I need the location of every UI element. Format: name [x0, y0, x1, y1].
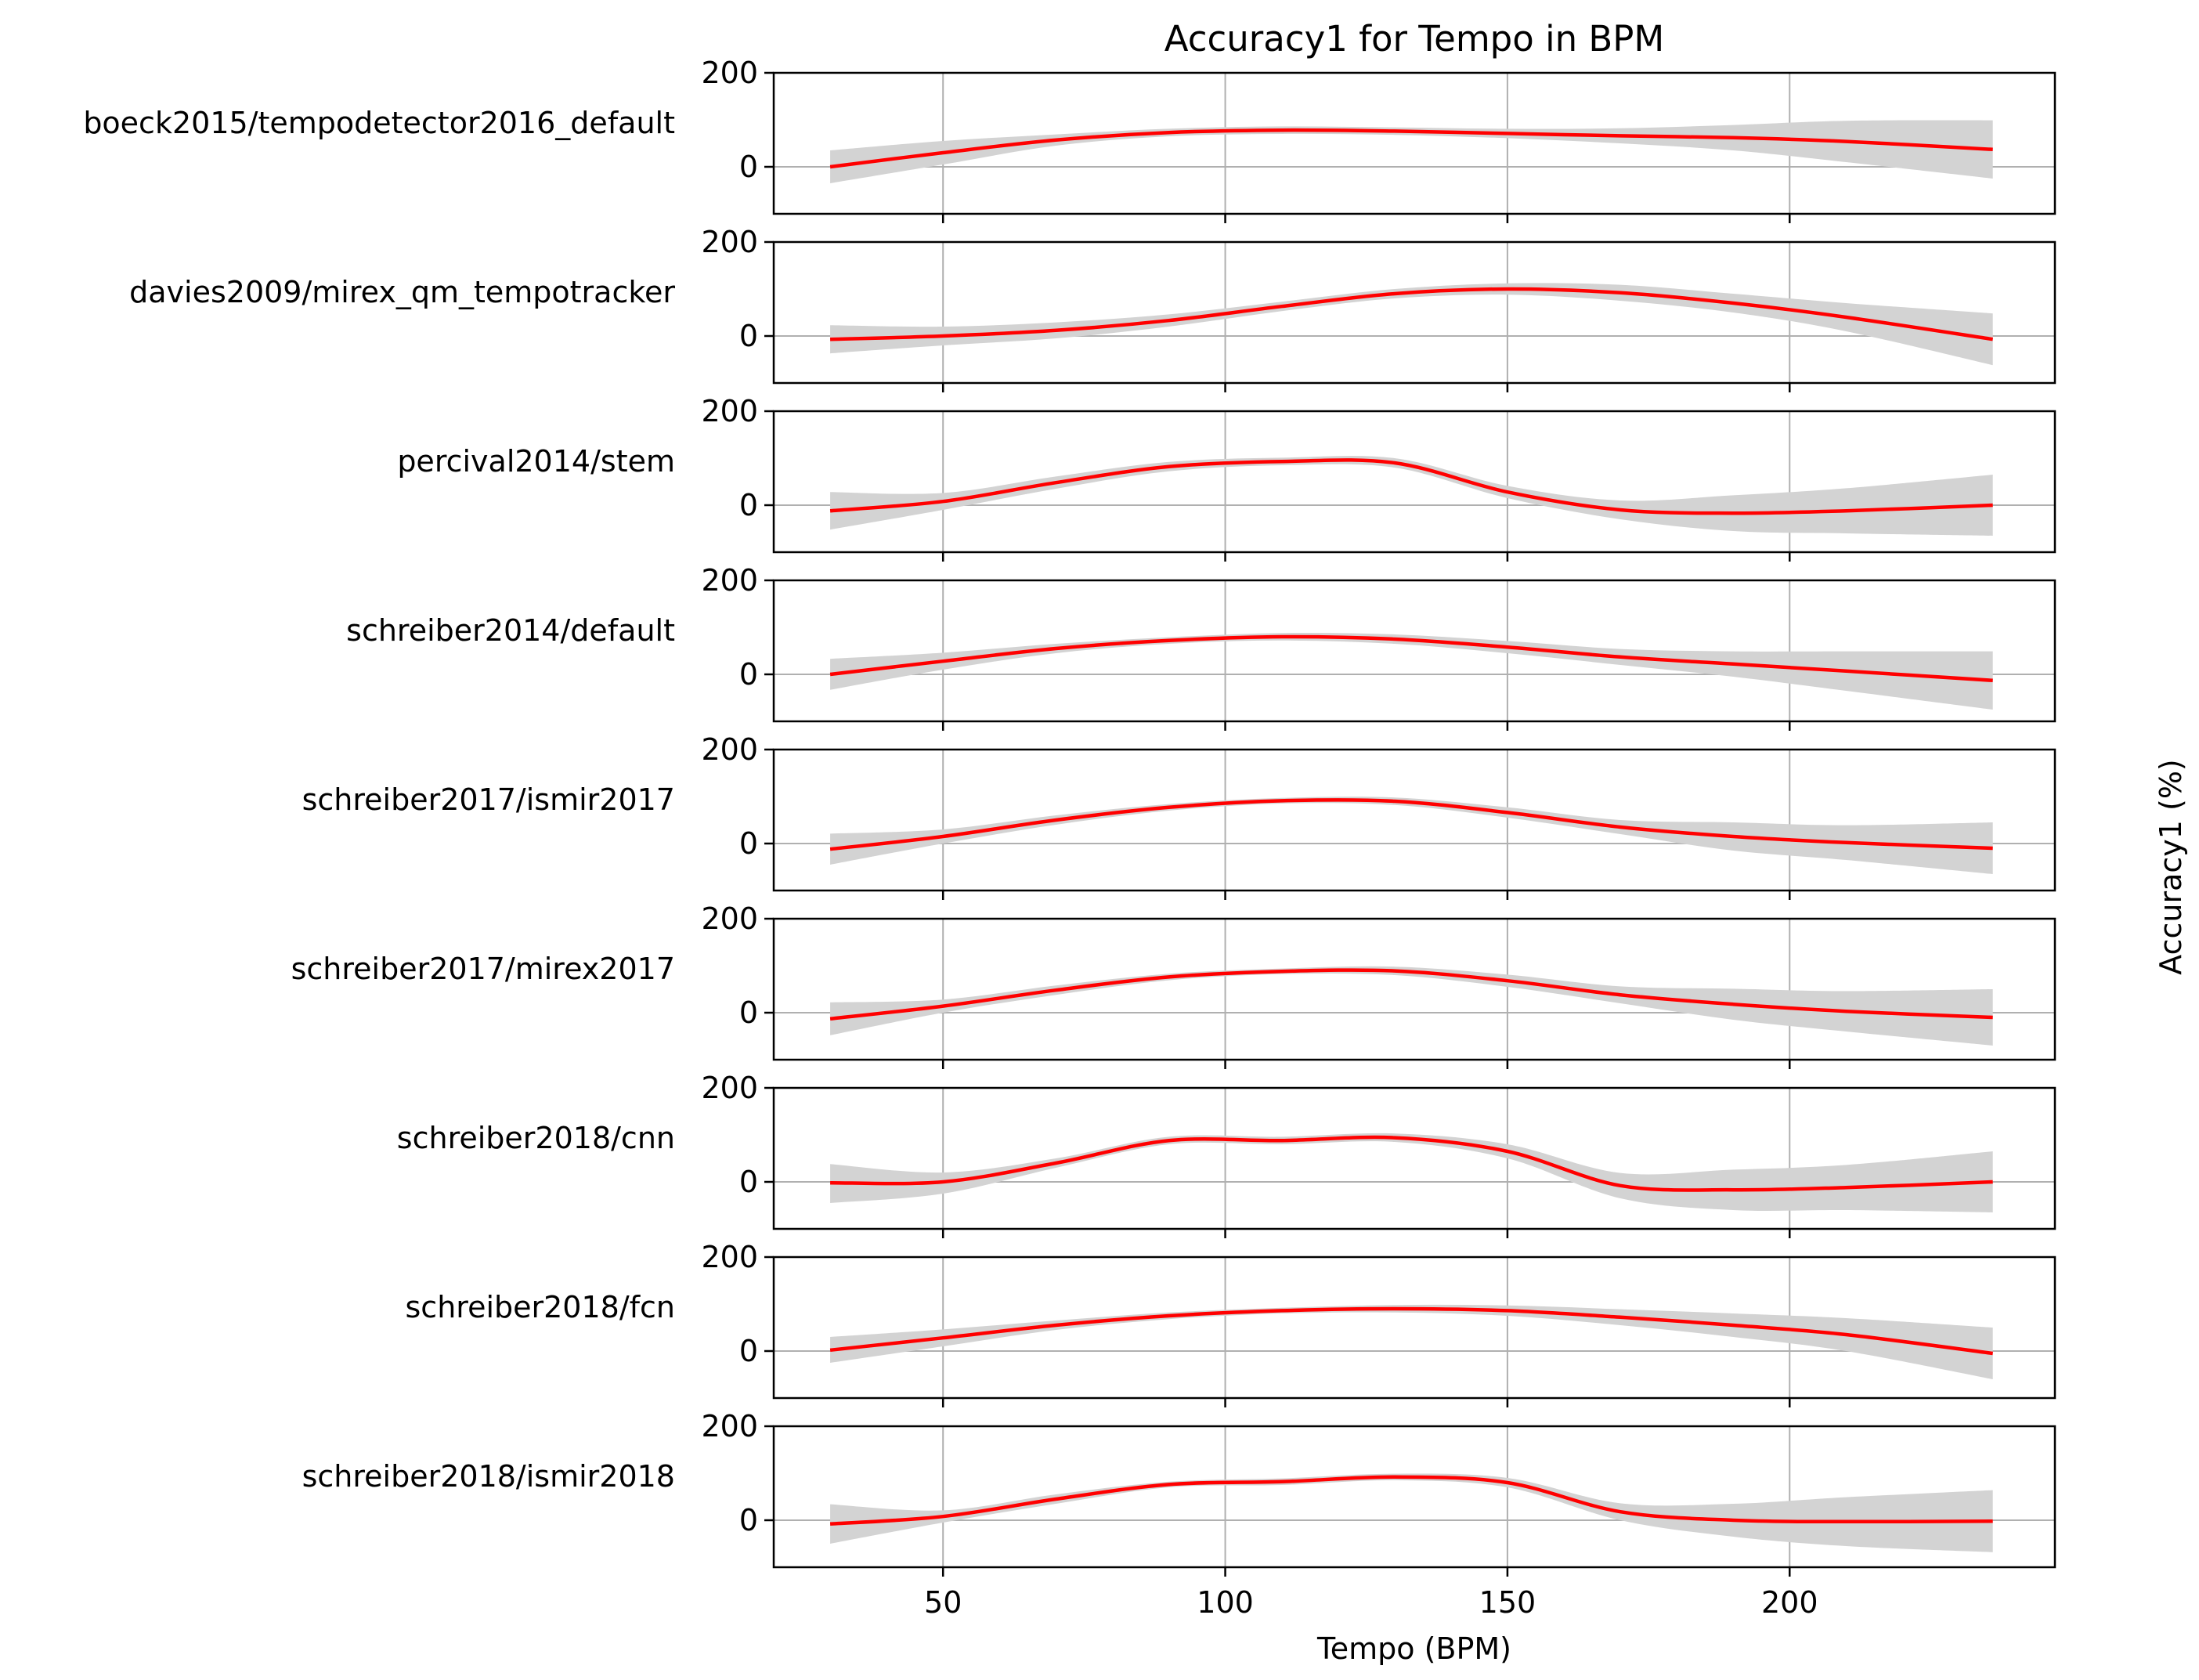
panel-frame: [772, 410, 2056, 554]
series-line: [829, 1475, 1993, 1526]
series-label: schreiber2017/mirex2017: [291, 952, 675, 986]
y-tick-label: 0: [739, 995, 758, 1030]
panel-frame: [772, 748, 2056, 892]
y-tick-label: 0: [739, 1334, 758, 1368]
series-line: [829, 798, 1993, 851]
series-line: [830, 287, 1994, 341]
y-tick-label: 0: [739, 1503, 758, 1537]
series-line: [829, 634, 1993, 683]
panel-frame: [772, 1255, 2056, 1400]
panel-9: 0 200 schreiber2018/ismir2018: [302, 1409, 2056, 1577]
panel-2: 0 200 davies2009/mirex_qm_tempotracker: [129, 225, 2056, 392]
panel-4: 0 200 schreiber2014/default: [346, 563, 2056, 731]
series-line: [829, 458, 1993, 515]
series-label: davies2009/mirex_qm_tempotracker: [129, 275, 675, 309]
series-label: schreiber2018/ismir2018: [302, 1459, 675, 1494]
panel-6: 0 200 schreiber2017/mirex2017: [291, 901, 2056, 1069]
y-tick-label: 200: [701, 225, 758, 259]
confidence-band: [830, 1304, 1993, 1379]
x-axis: 50 100 150 200: [924, 1585, 1818, 1620]
panel-8: 0 200 schreiber2018/fcn: [406, 1240, 2056, 1407]
confidence-band: [830, 632, 1993, 710]
series-line: [829, 128, 1993, 169]
y-tick-label: 200: [701, 56, 758, 90]
y-tick-label: 200: [701, 1071, 758, 1105]
x-tick-label: 100: [1197, 1585, 1254, 1620]
chart-title: Accuracy1 for Tempo in BPM: [1164, 18, 1664, 60]
y-tick-label: 0: [739, 826, 758, 861]
y-tick-label: 0: [739, 319, 758, 353]
series-label: schreiber2018/fcn: [406, 1290, 676, 1324]
y-tick-label: 0: [739, 488, 758, 522]
series-line: [830, 1135, 1993, 1192]
y-tick-label: 0: [739, 1165, 758, 1199]
series-label: percival2014/stem: [397, 444, 675, 479]
y-tick-label: 200: [701, 901, 758, 936]
y-tick-label: 200: [701, 732, 758, 767]
x-tick-label: 50: [924, 1585, 962, 1620]
panel-frame: [772, 579, 2056, 723]
series-label: boeck2015/tempodetector2016_default: [83, 106, 675, 140]
series-label: schreiber2017/ismir2017: [302, 782, 675, 817]
y-tick-label: 0: [739, 657, 758, 692]
y-axis-label: Accuracy1 (%): [2154, 759, 2188, 975]
confidence-band: [830, 283, 1993, 366]
y-tick-label: 200: [701, 1409, 758, 1443]
panel-1: 0 200 boeck2015/tempodetector2016_default: [83, 56, 2056, 223]
y-tick-label: 200: [701, 394, 758, 428]
series-label: schreiber2018/cnn: [397, 1121, 675, 1155]
series-line: [829, 968, 1993, 1021]
series-line: [829, 1306, 1993, 1356]
panel-frame: [772, 917, 2056, 1061]
x-tick-label: 150: [1479, 1585, 1536, 1620]
panel-5: 0 200 schreiber2017/ismir2017: [302, 732, 2056, 900]
confidence-band: [830, 455, 1993, 536]
y-tick-label: 200: [701, 563, 758, 598]
confidence-band: [830, 797, 1993, 874]
x-tick-label: 200: [1761, 1585, 1818, 1620]
panel-3: 0 200 percival2014/stem: [397, 394, 2056, 562]
panel-frame: [772, 1086, 2056, 1230]
confidence-band: [830, 966, 1993, 1046]
x-axis-label: Tempo (BPM): [1316, 1631, 1511, 1666]
panel-frame: [772, 1425, 2056, 1569]
panel-frame: [772, 71, 2056, 215]
panel-7: 0 200 schreiber2018/cnn: [397, 1071, 2056, 1238]
y-tick-label: 200: [701, 1240, 758, 1274]
confidence-band: [830, 1133, 1993, 1212]
panel-frame: [772, 240, 2056, 385]
panels: 0200boeck2015/tempodetector2016_default0…: [83, 56, 2056, 1577]
y-tick-label: 0: [739, 150, 758, 184]
series-label: schreiber2014/default: [346, 613, 675, 648]
confidence-band: [830, 1473, 1993, 1552]
